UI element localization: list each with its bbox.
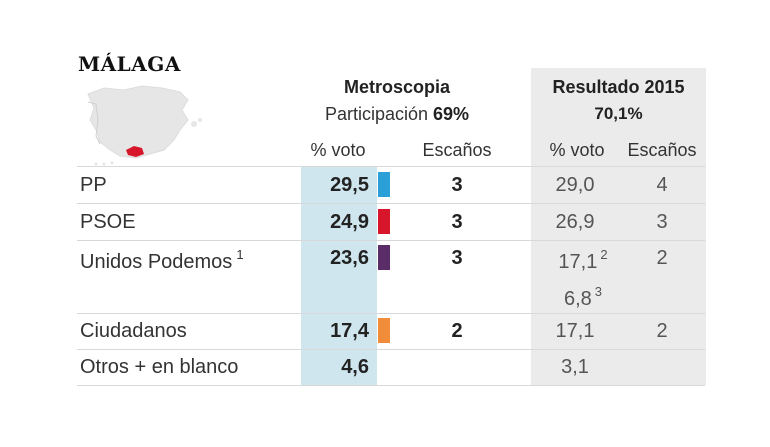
party-label: Ciudadanos [80, 320, 187, 342]
result-seats-value: 2 [656, 247, 668, 269]
balearic-island [191, 121, 197, 127]
result-vote-value: 29,0 [555, 174, 595, 196]
poll-vote-value: 29,5 [330, 174, 369, 196]
result-vote-value: 26,9 [555, 211, 595, 233]
row-separator [77, 349, 705, 350]
poll-participation: Participación 69% [295, 104, 499, 125]
poll-vote-value: 17,4 [330, 320, 369, 342]
canary-island [94, 162, 98, 166]
result-vote-value: 17,1 2 [558, 247, 608, 273]
result-seats-header: Escaños [627, 140, 697, 160]
result-column-background [531, 68, 706, 385]
poll-vote-header: % voto [310, 140, 366, 160]
spain-map-icon [87, 85, 202, 166]
party-label: PSOE [80, 211, 136, 233]
poll-vote-value: 4,6 [341, 356, 369, 378]
row-separator [77, 240, 705, 241]
row-separator [77, 313, 705, 314]
party-label: Unidos Podemos 1 [80, 247, 244, 273]
poll-seats-value: 3 [451, 174, 463, 196]
row-separator [77, 385, 705, 386]
result-seats-value: 2 [656, 320, 668, 342]
result-vote-value: 3,1 [561, 356, 589, 378]
poll-vote-value: 23,6 [330, 247, 369, 269]
party-color-bar [378, 209, 390, 234]
poll-seats-value: 3 [451, 247, 463, 269]
poll-participation-label: Participación [324, 104, 428, 124]
poll-participation-value: 69% [433, 104, 470, 124]
result-vote-value: 17,1 [555, 320, 595, 342]
poll-seats-value: 3 [451, 211, 463, 233]
canary-island [110, 161, 114, 165]
poll-vote-value: 24,9 [330, 211, 369, 233]
row-separator [77, 203, 705, 204]
poll-column-background [301, 167, 377, 385]
party-footnote: 1 [236, 247, 244, 262]
party-color-bar [378, 318, 390, 343]
result-seats-value: 4 [656, 174, 668, 196]
result-seats-value: 3 [656, 211, 668, 233]
party-label: PP [80, 174, 107, 196]
result-name: Resultado 2015 [552, 77, 685, 97]
result-vote-header: % voto [549, 140, 605, 160]
poll-seats-header: Escaños [422, 140, 492, 160]
region-title: MÁLAGA [78, 52, 181, 76]
result-participation: 70,1% [594, 104, 643, 123]
result-vote-value-secondary: 6,8 3 [563, 284, 603, 310]
malaga-region-highlight [126, 146, 144, 157]
party-color-bar [378, 172, 390, 197]
balearic-island-small [198, 118, 202, 122]
poll-seats-value: 2 [451, 320, 463, 342]
party-color-bar [378, 245, 390, 270]
canary-island [102, 162, 106, 166]
portugal-border [87, 101, 101, 145]
row-separator [77, 166, 705, 167]
result-vote-footnote: 2 [600, 247, 608, 262]
poll-name: Metroscopia [343, 77, 451, 97]
iberian-peninsula-shape [87, 85, 189, 159]
party-label: Otros + en blanco [80, 356, 239, 378]
result-vote-footnote: 3 [594, 284, 603, 299]
